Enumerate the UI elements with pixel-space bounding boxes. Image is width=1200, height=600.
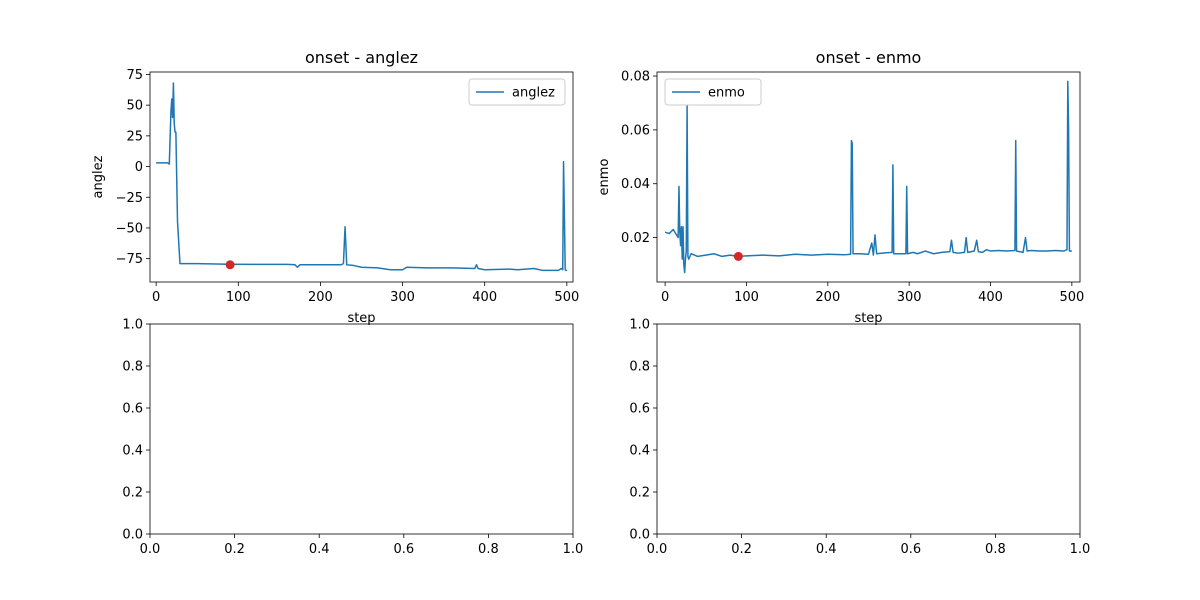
x-tick-label: 500	[554, 290, 579, 305]
x-tick-label: 0	[152, 290, 160, 305]
y-tick-label: −25	[116, 191, 143, 206]
chart-title: onset - enmo	[816, 48, 922, 67]
x-tick-label: 0.4	[309, 542, 330, 557]
x-tick-label: 300	[897, 290, 922, 305]
legend: anglez	[468, 78, 566, 106]
y-tick-label: 0.02	[621, 231, 650, 246]
legend: enmo	[664, 78, 762, 106]
y-tick-label: 0.4	[122, 444, 143, 459]
chart-panel-empty-1: 0.0 0.2 0.4 0.6 0.8 1.0 0.0 0.2 0.4 0.6 0.8 1.0	[122, 318, 583, 558]
x-tick-label: 1.0	[563, 542, 584, 557]
x-tick-label: 0	[661, 290, 669, 305]
x-tick-label: 0.0	[647, 542, 668, 557]
chart-title: onset - anglez	[305, 48, 418, 67]
y-tick-label: 1.0	[122, 318, 143, 333]
y-tick-label: −75	[116, 252, 143, 267]
y-axis-label: anglez	[91, 155, 106, 198]
x-tick-label: 200	[308, 290, 333, 305]
y-tick-label: 25	[126, 129, 143, 144]
y-tick-label: 0.2	[629, 486, 650, 501]
y-tick-label: 0.4	[629, 444, 650, 459]
y-axis-label: enmo	[597, 159, 612, 196]
axes-frame	[149, 71, 574, 283]
x-tick-label: 0.2	[731, 542, 752, 557]
x-tick-label: 100	[734, 290, 759, 305]
y-tick-label: 0.6	[122, 402, 143, 417]
legend-label: anglez	[512, 86, 555, 101]
legend-frame	[468, 78, 566, 106]
x-tick-label: 0.4	[816, 542, 837, 557]
y-tick-label: 0.0	[122, 528, 143, 543]
x-axis-label: step	[347, 311, 375, 326]
x-axis-label: step	[854, 311, 882, 326]
x-tick-label: 0.0	[140, 542, 161, 557]
x-tick-label: 0.6	[900, 542, 921, 557]
y-tick-label: 0.06	[621, 123, 650, 138]
x-tick-label: 1.0	[1070, 542, 1091, 557]
x-tick-label: 300	[390, 290, 415, 305]
y-tick-label: 1.0	[629, 318, 650, 333]
axes-frame	[149, 323, 574, 535]
y-tick-label: 0.04	[621, 177, 650, 192]
axes-frame	[656, 71, 1081, 283]
series-line-enmo	[664, 80, 1072, 274]
y-tick-label: 0.8	[629, 360, 650, 375]
x-tick-label: 500	[1059, 290, 1084, 305]
x-tick-label: 0.2	[224, 542, 245, 557]
chart-panel-empty-2: 0.0 0.2 0.4 0.6 0.8 1.0 0.0 0.2 0.4 0.6 0.8 1.0	[629, 318, 1090, 558]
event-marker	[225, 260, 235, 270]
y-tick-label: 50	[126, 99, 143, 114]
chart-panel-anglez: 0 100 200 300 400 500 75 50 25 0 −25 −50 −75 onset - …	[91, 48, 579, 326]
y-tick-label: −50	[116, 221, 143, 236]
y-tick-label: 0.08	[621, 70, 650, 85]
x-tick-label: 200	[815, 290, 840, 305]
x-tick-label: 400	[978, 290, 1003, 305]
x-tick-label: 100	[226, 290, 251, 305]
chart-panel-enmo: 0 100 200 300 400 500 0.02 0.04 0.06 0.08 onset - …	[597, 48, 1084, 326]
y-tick-label: 0	[135, 160, 143, 175]
x-tick-label: 0.6	[393, 542, 414, 557]
y-tick-label: 0.2	[122, 486, 143, 501]
event-marker	[733, 251, 743, 261]
legend-label: enmo	[708, 86, 745, 101]
x-tick-label: 0.8	[478, 542, 499, 557]
axes-frame	[656, 323, 1081, 535]
y-tick-label: 0.6	[629, 402, 650, 417]
x-tick-label: 400	[472, 290, 497, 305]
series-line-anglez	[156, 82, 568, 272]
y-tick-label: 0.8	[122, 360, 143, 375]
x-tick-label: 0.8	[985, 542, 1006, 557]
y-tick-label: 75	[126, 68, 143, 83]
y-tick-label: 0.0	[629, 528, 650, 543]
legend-frame	[664, 78, 762, 106]
